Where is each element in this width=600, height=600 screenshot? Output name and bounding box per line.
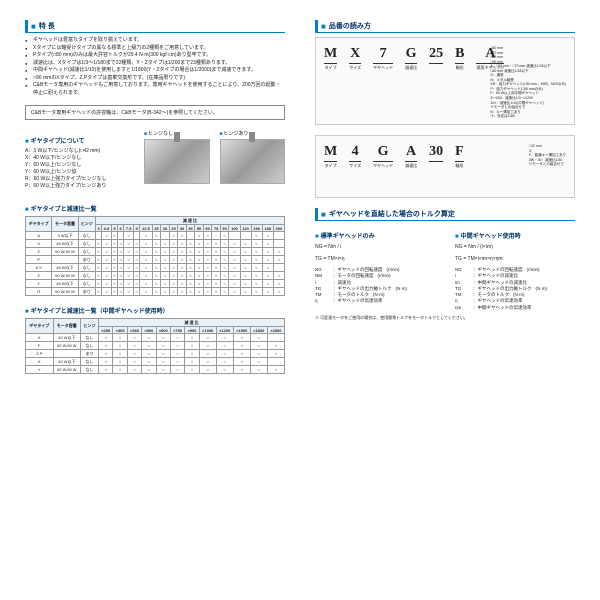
motor-image (220, 139, 286, 184)
feature-item: □90 mmのXタイプ、Z.Pタイプは歯車交換形です。(在庫品限りです) (25, 75, 285, 83)
right-column: 品番の読み方 MタイプXサイズ7ギヤヘッドG減速比25B軸形A適用ギヤヘッド□6… (315, 20, 575, 384)
features-note: C&Bモータ専用ギヤヘッドの許容軸は、C&Bモータ(B-342～)を参照してくだ… (25, 105, 285, 120)
hinge-none-box: ヒンジなし (144, 130, 210, 190)
table1-header: ギヤタイプと減速比一覧 (25, 204, 285, 213)
left-column: 特 長 ギヤヘッドは豊富なタイプを取り揃えています。Xタイプには軸受けタイプの異… (25, 20, 285, 384)
formula: NG = Nm / i (315, 244, 435, 252)
feature-item: Xタイプには軸受けタイプの異なる標準と上級力の2種類をご用意しています。 (25, 45, 285, 53)
features-header: 特 長 (25, 20, 285, 33)
formula: NG = Nm / (i×im) (455, 244, 575, 252)
formula-intermediate: 中間ギヤヘッド使用時 NG = Nm / (i×im) TG = TM×i×im… (455, 225, 575, 311)
formula-standard: 標準ギヤヘッドのみ NG = Nm / i TG = TM×i×η NG：ギヤヘ… (315, 225, 435, 311)
feature-item: 中間ギヤヘッド(減速比1/10)を使用しますと1/1800(Y・Zタイプの場合は… (25, 67, 285, 75)
legend-2: NG：ギヤヘッドの回転速度(r/min)i：ギヤヘッドの減速比im：中間ギヤヘッ… (455, 267, 575, 311)
table2-header: ギヤタイプと減速比一覧（中間ギヤヘッド使用時） (25, 306, 285, 315)
naming-header: 品番の読み方 (315, 20, 575, 33)
formula-sub1: 標準ギヤヘッドのみ (315, 231, 435, 240)
legend-1: NG：ギヤヘッドの回転速度(r/min)NM：モータの回転速度(r/min)i：… (315, 267, 435, 305)
ratio-table-2: ギヤタイプモータ容量ヒンジ減 速 比×250×300×360×500×600×7… (25, 318, 285, 374)
features-list: ギヤヘッドは豊富なタイプを取り揃えています。Xタイプには軸受けタイプの異なる標準… (25, 37, 285, 97)
hinge-yes-box: ヒンジあり (220, 130, 286, 190)
code-diagram-1: MタイプXサイズ7ギヤヘッドG減速比25B軸形A適用ギヤヘッド□60 mm□70… (315, 37, 575, 125)
formula: TG = TM×i×im×η×ηm (455, 256, 575, 264)
geartype-header: ギヤタイプについて (25, 136, 129, 145)
torque-footnote: ※ 可変速モータをご使用の場合は、使用間帯トルクをモータトルクとしてください。 (315, 315, 575, 321)
formula: TG = TM×i×η (315, 256, 435, 264)
formula-sub2: 中間ギヤヘッド使用時 (455, 231, 575, 240)
feature-item: Pタイプ(□80 mm)のみは最大許容トルクが29.4 N·m(300 kgf·… (25, 52, 285, 60)
code-diagram-2: Mタイプ4サイズGギヤヘッドA減速比30F軸形□42 mmGF：普通キー溝加工あ… (315, 135, 575, 198)
ratio-table-1: ギヤタイプモータ容量ヒンジ減 速 比33.6567.5912.515182530… (25, 216, 285, 296)
geartype-list: A：3 W以下/ヒンジなし(□42 mm)X：40 W以下/ヒンジなしY：60 … (25, 148, 129, 190)
motor-image (144, 139, 210, 184)
torque-header: ギヤヘッドを直結した場合のトルク算定 (315, 208, 575, 221)
feature-item: ギヤヘッドは豊富なタイプを取り揃えています。 (25, 37, 285, 45)
feature-item: 減速比は、Xタイプは1/3～1/180まで22種類、Y・Zタイプは1/200まで… (25, 60, 285, 68)
feature-item: C&Bモータ専用のギヤヘッドもご用意しております。専用ギヤヘッドを使用することに… (25, 82, 285, 97)
